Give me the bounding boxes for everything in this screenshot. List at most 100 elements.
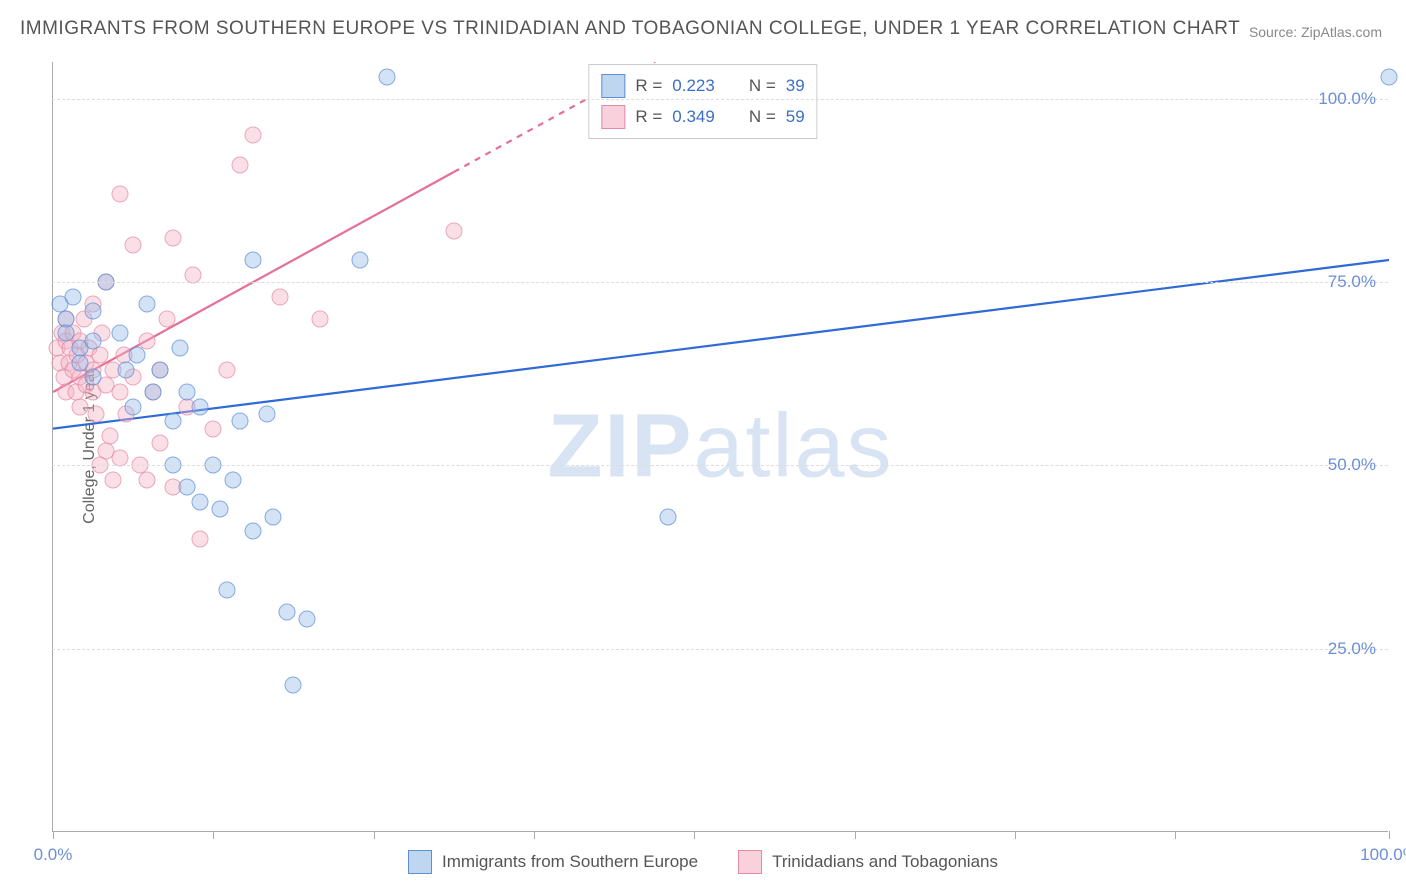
blue-marker [111, 325, 128, 342]
blue-marker [232, 413, 249, 430]
blue-marker [245, 252, 262, 269]
pink-marker [125, 237, 142, 254]
pink-marker [312, 310, 329, 327]
blue-marker [129, 347, 146, 364]
x-tick-label: 100.0% [1360, 845, 1406, 865]
pink-marker [138, 472, 155, 489]
blue-marker [379, 68, 396, 85]
x-tick [534, 831, 535, 839]
swatch-blue-icon [601, 74, 625, 98]
trend-lines-svg [53, 62, 1389, 832]
blue-marker [151, 362, 168, 379]
pink-marker [165, 230, 182, 247]
pink-marker [87, 406, 104, 423]
y-tick-label: 100.0% [1318, 89, 1376, 109]
blue-marker [285, 677, 302, 694]
x-tick [855, 831, 856, 839]
swatch-pink-icon [601, 105, 625, 129]
blue-marker [1381, 68, 1398, 85]
blue-marker [171, 340, 188, 357]
pink-marker [205, 420, 222, 437]
blue-marker [125, 398, 142, 415]
pink-marker [111, 186, 128, 203]
x-tick [1389, 831, 1390, 839]
blue-marker [65, 288, 82, 305]
gridline [52, 649, 1388, 650]
blue-marker [258, 406, 275, 423]
n-label-0: N = [749, 71, 776, 102]
pink-marker [102, 428, 119, 445]
blue-marker [218, 582, 235, 599]
pink-marker [71, 398, 88, 415]
x-tick-label: 0.0% [34, 845, 73, 865]
chart-container: IMMIGRANTS FROM SOUTHERN EUROPE VS TRINI… [0, 0, 1406, 892]
blue-marker [85, 332, 102, 349]
swatch-blue-icon [408, 850, 432, 874]
legend-item-pink: Trinidadians and Tobagonians [738, 850, 998, 874]
correlation-legend: R = 0.223 N = 39 R = 0.349 N = 59 [588, 64, 817, 139]
x-tick [1015, 831, 1016, 839]
blue-marker [352, 252, 369, 269]
blue-marker [191, 494, 208, 511]
r-value-1: 0.349 [672, 102, 715, 133]
y-tick-label: 50.0% [1328, 455, 1376, 475]
blue-marker [278, 604, 295, 621]
blue-marker [178, 479, 195, 496]
r-value-0: 0.223 [672, 71, 715, 102]
series-legend: Immigrants from Southern Europe Trinidad… [408, 850, 998, 874]
legend-row-blue: R = 0.223 N = 39 [601, 71, 804, 102]
blue-marker [265, 508, 282, 525]
pink-marker [91, 347, 108, 364]
blue-marker [85, 369, 102, 386]
blue-marker [245, 523, 262, 540]
blue-marker [191, 398, 208, 415]
trend-line [53, 260, 1389, 429]
gridline [52, 465, 1388, 466]
swatch-pink-icon [738, 850, 762, 874]
gridline [52, 282, 1388, 283]
n-value-1: 59 [786, 102, 805, 133]
r-label-0: R = [635, 71, 662, 102]
watermark: ZIPatlas [547, 395, 893, 498]
legend-label-pink: Trinidadians and Tobagonians [772, 852, 998, 872]
blue-marker [225, 472, 242, 489]
pink-marker [232, 156, 249, 173]
blue-marker [138, 296, 155, 313]
y-tick-label: 25.0% [1328, 639, 1376, 659]
pink-marker [151, 435, 168, 452]
legend-label-blue: Immigrants from Southern Europe [442, 852, 698, 872]
blue-marker [85, 303, 102, 320]
blue-marker [659, 508, 676, 525]
blue-marker [58, 325, 75, 342]
n-value-0: 39 [786, 71, 805, 102]
pink-marker [245, 127, 262, 144]
pink-marker [218, 362, 235, 379]
y-tick-label: 75.0% [1328, 272, 1376, 292]
pink-marker [191, 530, 208, 547]
blue-marker [145, 384, 162, 401]
pink-marker [158, 310, 175, 327]
pink-marker [105, 472, 122, 489]
blue-marker [118, 362, 135, 379]
blue-marker [298, 611, 315, 628]
legend-row-pink: R = 0.349 N = 59 [601, 102, 804, 133]
legend-item-blue: Immigrants from Southern Europe [408, 850, 698, 874]
plot-area: ZIPatlas 0.0%100.0% [52, 62, 1388, 832]
blue-marker [178, 384, 195, 401]
blue-marker [71, 354, 88, 371]
blue-marker [165, 413, 182, 430]
r-label-1: R = [635, 102, 662, 133]
pink-marker [111, 384, 128, 401]
x-tick [1175, 831, 1176, 839]
pink-marker [185, 266, 202, 283]
pink-marker [272, 288, 289, 305]
x-tick [374, 831, 375, 839]
x-tick [53, 831, 54, 839]
gridline [52, 99, 1388, 100]
chart-title: IMMIGRANTS FROM SOUTHERN EUROPE VS TRINI… [20, 18, 1240, 40]
n-label-1: N = [749, 102, 776, 133]
pink-marker [111, 450, 128, 467]
pink-marker [445, 222, 462, 239]
blue-marker [212, 501, 229, 518]
source-label: Source: ZipAtlas.com [1249, 24, 1382, 40]
